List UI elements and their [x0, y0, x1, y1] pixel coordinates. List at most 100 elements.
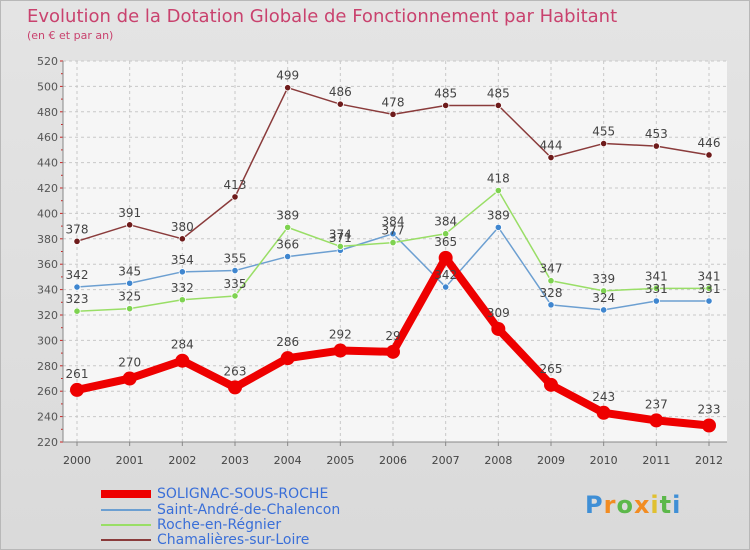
data-label: 455 — [592, 125, 615, 139]
data-label: 286 — [276, 335, 299, 349]
chart-title: Evolution de la Dotation Globale de Fonc… — [27, 6, 618, 27]
data-label: 335 — [224, 277, 247, 291]
data-label: 325 — [118, 290, 141, 304]
data-point — [73, 237, 81, 245]
data-point — [122, 371, 137, 386]
data-point — [547, 277, 555, 285]
data-label: 485 — [434, 86, 457, 100]
data-point — [178, 296, 186, 304]
data-label: 418 — [487, 172, 510, 186]
x-tick-label: 2004 — [274, 454, 302, 467]
x-tick-label: 2002 — [168, 454, 196, 467]
data-label: 332 — [171, 281, 194, 295]
data-point — [70, 382, 84, 397]
y-tick-label: 440 — [37, 157, 58, 170]
data-point — [547, 153, 555, 162]
data-label: 378 — [66, 222, 89, 236]
y-tick-label: 340 — [37, 284, 58, 297]
data-label: 233 — [698, 402, 721, 416]
data-point — [284, 223, 292, 231]
y-tick-label: 400 — [37, 207, 58, 220]
data-label: 384 — [434, 215, 457, 229]
data-label: 365 — [434, 235, 457, 249]
data-label: 377 — [382, 224, 405, 238]
x-tick-label: 2009 — [537, 454, 565, 467]
data-point — [386, 344, 400, 359]
x-tick-label: 2008 — [484, 454, 512, 467]
y-tick-label: 360 — [37, 258, 58, 271]
data-point — [547, 301, 555, 309]
data-label: 453 — [645, 127, 668, 141]
data-point — [438, 250, 453, 265]
data-point — [336, 242, 344, 251]
data-point — [442, 101, 450, 110]
data-label: 243 — [592, 390, 615, 404]
data-point — [284, 252, 292, 261]
x-tick-label: 2003 — [221, 454, 249, 467]
logo-letter: i — [672, 491, 682, 519]
data-point — [228, 380, 242, 395]
data-point — [73, 283, 81, 291]
x-tick-label: 2007 — [432, 454, 460, 467]
y-tick-label: 220 — [37, 436, 58, 449]
data-label: 263 — [224, 364, 247, 378]
data-point — [231, 266, 239, 275]
data-label: 374 — [329, 227, 352, 241]
data-point — [126, 221, 134, 229]
legend-label-chamalieres: Chamalières-sur-Loire — [157, 532, 310, 548]
data-point — [126, 279, 134, 287]
data-label: 384 — [382, 215, 405, 229]
data-label: 265 — [540, 362, 563, 376]
data-label: 328 — [540, 286, 563, 300]
data-label: 237 — [645, 397, 668, 411]
x-tick-label: 2010 — [590, 454, 618, 467]
x-tick-label: 2012 — [695, 454, 723, 467]
data-point — [389, 110, 397, 118]
y-tick-label: 380 — [37, 233, 58, 246]
y-tick-label: 500 — [37, 80, 58, 93]
y-tick-label: 280 — [37, 360, 58, 373]
data-point — [652, 284, 660, 292]
data-label: 331 — [645, 282, 668, 296]
data-label: 486 — [329, 85, 352, 99]
data-label: 323 — [66, 292, 89, 306]
y-tick-label: 420 — [37, 182, 58, 195]
data-point — [491, 321, 506, 336]
data-label: 347 — [540, 262, 563, 276]
legend-swatch-roche — [101, 524, 151, 526]
y-tick-label: 300 — [37, 334, 58, 347]
data-label: 339 — [592, 272, 615, 286]
data-point — [649, 413, 664, 428]
data-point — [494, 223, 502, 231]
data-label: 413 — [224, 178, 247, 192]
data-label: 355 — [224, 252, 247, 266]
y-tick-label: 480 — [37, 106, 58, 119]
data-point — [600, 287, 608, 295]
data-label: 284 — [171, 338, 194, 352]
data-point — [600, 139, 608, 148]
data-point — [596, 405, 611, 420]
data-point — [652, 297, 660, 305]
y-tick-label: 460 — [37, 131, 58, 144]
data-point — [494, 186, 502, 195]
data-point — [702, 418, 716, 433]
data-point — [442, 230, 450, 238]
data-point — [389, 239, 397, 247]
y-tick-label: 520 — [37, 55, 58, 68]
data-label: 261 — [66, 367, 89, 381]
data-point — [284, 84, 292, 92]
data-point — [652, 142, 660, 150]
data-point — [175, 353, 190, 368]
data-label: 345 — [118, 264, 141, 278]
data-point — [389, 230, 397, 238]
data-label: 444 — [540, 139, 563, 153]
chart-subtitle: (en € et par an) — [27, 29, 114, 42]
data-point — [333, 343, 348, 358]
legend-swatch-chamalieres — [101, 539, 151, 541]
logo-letter: x — [633, 491, 651, 519]
data-label: 341 — [698, 269, 721, 283]
data-point — [178, 268, 186, 276]
x-tick-label: 2011 — [642, 454, 670, 467]
